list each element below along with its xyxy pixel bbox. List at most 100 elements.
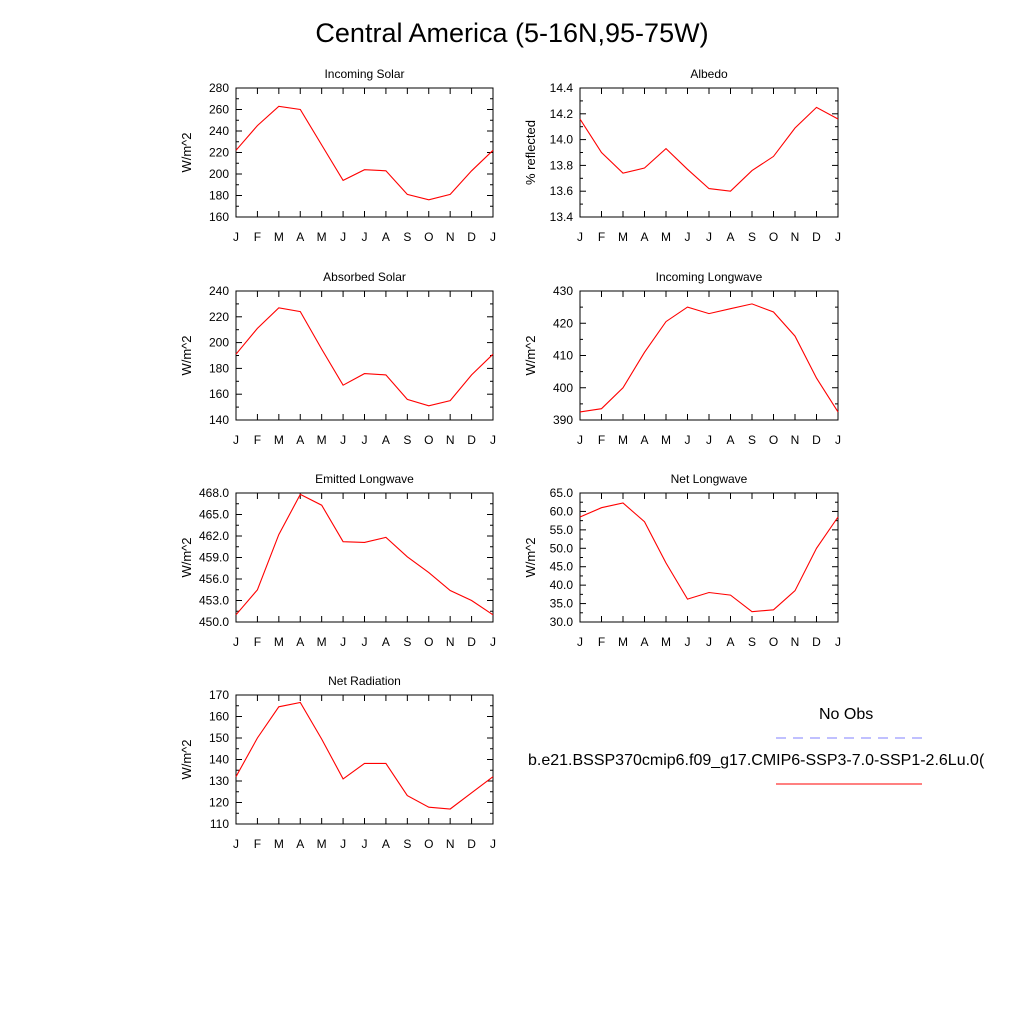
panel-title: Incoming Longwave <box>656 270 763 284</box>
x-tick-label: J <box>706 635 712 649</box>
y-tick-label: 390 <box>553 413 573 427</box>
y-tick-label: 110 <box>210 817 229 831</box>
y-tick-label: 60.0 <box>550 504 574 518</box>
y-tick-label: 14.0 <box>550 133 574 147</box>
x-tick-label: M <box>317 433 327 447</box>
x-tick-label: O <box>424 635 433 649</box>
y-tick-label: 180 <box>209 189 229 203</box>
x-tick-label: J <box>835 230 841 244</box>
x-tick-label: J <box>577 230 583 244</box>
x-tick-label: J <box>362 635 368 649</box>
x-tick-label: J <box>577 433 583 447</box>
x-tick-label: S <box>403 230 411 244</box>
x-tick-label: S <box>748 433 756 447</box>
y-tick-label: 200 <box>209 167 229 181</box>
x-tick-label: F <box>254 635 261 649</box>
x-tick-label: A <box>382 433 390 447</box>
x-tick-label: J <box>490 837 496 851</box>
x-tick-label: A <box>382 635 390 649</box>
x-tick-label: D <box>812 635 821 649</box>
y-tick-label: 468.0 <box>199 486 229 500</box>
x-tick-label: A <box>726 230 734 244</box>
x-tick-label: A <box>296 433 304 447</box>
y-tick-label: 170 <box>209 688 229 702</box>
y-tick-label: 13.4 <box>550 210 574 224</box>
y-tick-label: 459.0 <box>199 551 229 565</box>
y-tick-label: 45.0 <box>550 560 574 574</box>
y-tick-label: 410 <box>553 349 573 363</box>
x-tick-label: N <box>791 230 800 244</box>
y-tick-label: 280 <box>209 81 229 95</box>
x-tick-label: O <box>424 230 433 244</box>
y-tick-label: 200 <box>209 336 229 350</box>
x-tick-label: A <box>382 230 390 244</box>
x-tick-label: J <box>685 635 691 649</box>
x-tick-label: J <box>835 635 841 649</box>
x-tick-label: F <box>254 230 261 244</box>
y-tick-label: 160 <box>209 387 229 401</box>
x-tick-label: F <box>598 635 605 649</box>
figure-title: Central America (5-16N,95-75W) <box>315 18 709 48</box>
y-axis-label: W/m^2 <box>179 335 194 375</box>
x-tick-label: D <box>812 433 821 447</box>
x-tick-label: F <box>254 433 261 447</box>
x-tick-label: M <box>274 230 284 244</box>
x-tick-label: J <box>233 635 239 649</box>
y-tick-label: 50.0 <box>550 541 574 555</box>
x-tick-label: J <box>233 230 239 244</box>
y-tick-label: 160 <box>209 210 229 224</box>
plot-frame <box>235 492 494 623</box>
x-tick-label: F <box>254 837 261 851</box>
x-tick-label: O <box>769 433 778 447</box>
y-tick-label: 456.0 <box>199 572 229 586</box>
x-tick-label: M <box>661 230 671 244</box>
y-axis-label: W/m^2 <box>179 537 194 577</box>
panel-title: Emitted Longwave <box>315 472 414 486</box>
x-tick-label: D <box>467 635 476 649</box>
x-tick-label: A <box>640 230 648 244</box>
series-line <box>579 106 839 192</box>
y-tick-label: 240 <box>209 284 229 298</box>
plot-frame <box>579 290 839 421</box>
series-line <box>235 701 494 810</box>
y-tick-label: 453.0 <box>199 594 229 608</box>
y-tick-label: 65.0 <box>550 486 574 500</box>
x-tick-label: J <box>490 433 496 447</box>
y-tick-label: 35.0 <box>550 597 574 611</box>
y-tick-label: 150 <box>209 731 229 745</box>
x-tick-label: D <box>467 837 476 851</box>
y-tick-label: 40.0 <box>550 578 574 592</box>
x-tick-label: M <box>317 635 327 649</box>
legend-model-label: b.e21.BSSP370cmip6.f09_g17.CMIP6-SSP3-7.… <box>528 752 985 769</box>
series-line <box>579 303 839 413</box>
x-tick-label: A <box>726 433 734 447</box>
y-tick-label: 465.0 <box>199 508 229 522</box>
x-tick-label: N <box>446 837 455 851</box>
x-tick-label: J <box>362 230 368 244</box>
x-tick-label: S <box>403 433 411 447</box>
x-tick-label: D <box>467 433 476 447</box>
x-tick-label: N <box>446 635 455 649</box>
x-tick-label: A <box>382 837 390 851</box>
y-tick-label: 130 <box>209 774 229 788</box>
x-tick-label: J <box>577 635 583 649</box>
plot-frame <box>235 694 494 825</box>
legend-obs-label: No Obs <box>819 706 874 723</box>
panel-title: Net Longwave <box>671 472 748 486</box>
x-tick-label: M <box>618 230 628 244</box>
series-line <box>579 502 839 613</box>
x-tick-label: J <box>340 230 346 244</box>
x-tick-label: A <box>640 433 648 447</box>
y-tick-label: 140 <box>209 753 229 767</box>
x-tick-label: J <box>233 433 239 447</box>
y-tick-label: 120 <box>209 796 229 810</box>
y-tick-label: 220 <box>209 310 229 324</box>
x-tick-label: S <box>748 230 756 244</box>
x-tick-label: J <box>490 230 496 244</box>
y-tick-label: 30.0 <box>550 615 574 629</box>
y-tick-label: 13.6 <box>550 184 574 198</box>
